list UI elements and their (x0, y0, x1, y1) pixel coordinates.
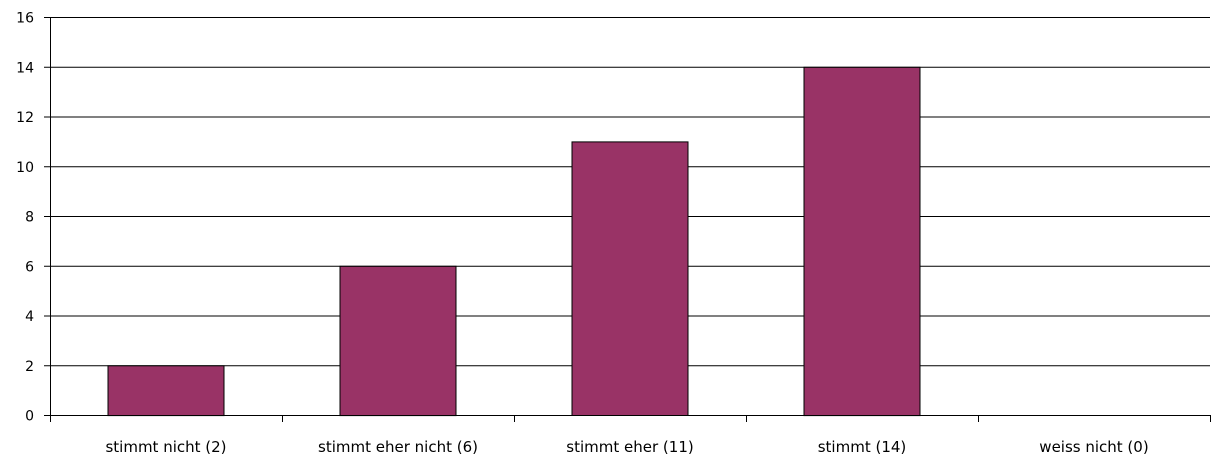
x-category-label: stimmt eher (11) (566, 438, 693, 456)
axes (44, 17, 1210, 416)
y-tick-label: 0 (25, 409, 34, 425)
bar (571, 141, 689, 416)
y-tick-label: 6 (25, 259, 34, 275)
x-category-label: stimmt nicht (2) (105, 438, 226, 456)
x-category-labels: stimmt nicht (2) stimmt eher nicht (6) sti… (50, 415, 1211, 456)
bar (107, 365, 225, 417)
y-tick-labels: 0 2 4 6 8 10 12 14 16 (16, 11, 50, 425)
x-category-label: stimmt eher nicht (6) (318, 438, 478, 456)
y-tick-label: 14 (16, 60, 34, 76)
bars (107, 66, 921, 417)
y-tick-label: 16 (16, 11, 34, 27)
bar (339, 265, 457, 417)
y-tick-label: 10 (16, 160, 34, 176)
x-category-label: weiss nicht (0) (1039, 438, 1148, 456)
bar (803, 66, 921, 417)
y-tick-label: 8 (25, 210, 34, 226)
x-category-label: stimmt (14) (818, 438, 907, 456)
y-tick-label: 2 (25, 359, 34, 375)
y-tick-label: 12 (16, 110, 34, 126)
y-tick-label: 4 (25, 309, 34, 325)
